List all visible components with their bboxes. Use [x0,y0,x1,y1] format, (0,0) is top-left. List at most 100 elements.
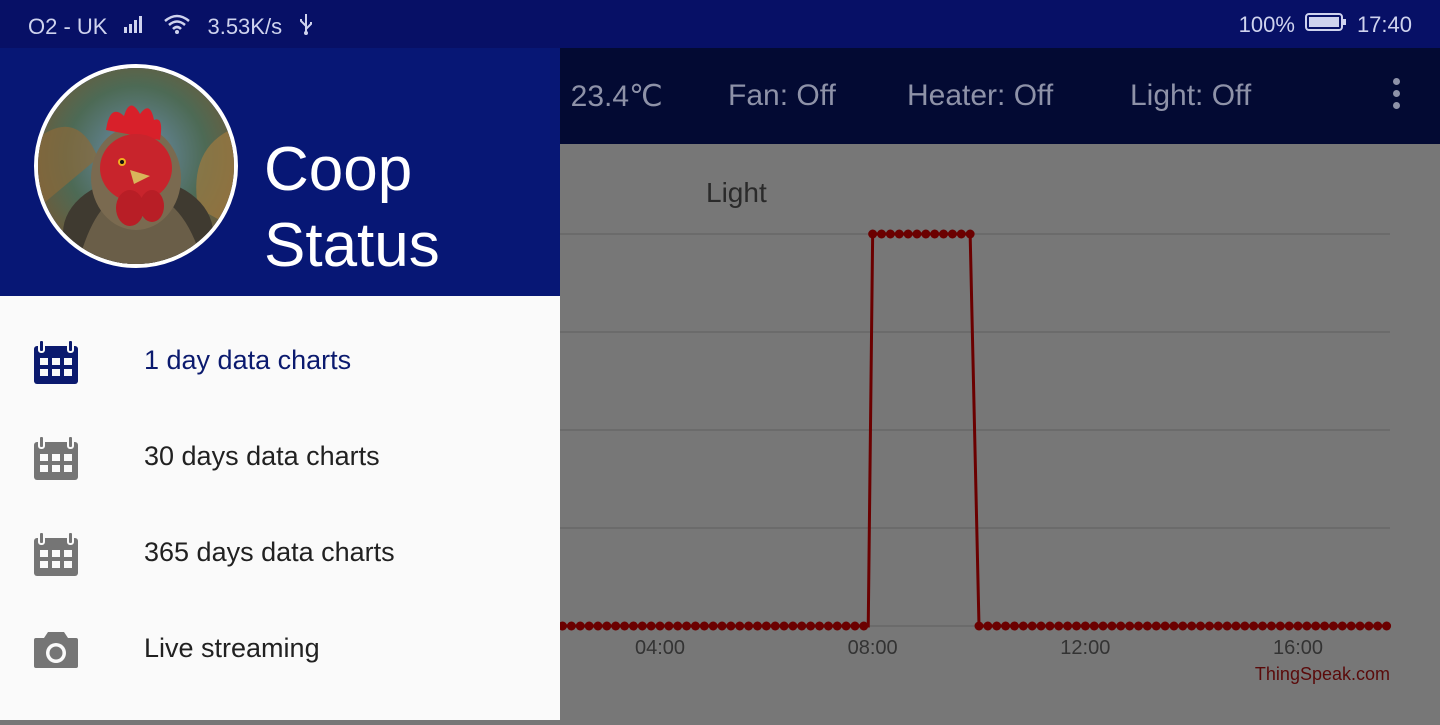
carrier-label: O2 - UK [28,14,108,39]
data-point [859,621,869,631]
data-point [1142,621,1152,631]
data-point [1222,621,1232,631]
data-point [1311,621,1321,631]
data-point [1284,621,1294,631]
data-point [877,229,887,239]
data-point [1125,621,1135,631]
data-point [894,229,904,239]
light-status: Light: Off [1130,79,1252,112]
data-point [620,621,630,631]
data-point [1258,621,1268,631]
menu-item-30-days-charts[interactable]: 30 days data charts [0,410,560,506]
data-point [628,621,638,631]
data-point [1382,621,1392,631]
data-point [885,229,895,239]
data-point [1373,621,1383,631]
data-point [930,229,940,239]
data-point [806,621,816,631]
menu-item-live-streaming[interactable]: Live streaming [0,602,560,698]
data-point [779,621,789,631]
camera-icon [34,632,78,668]
data-point [566,621,576,631]
data-point [1054,621,1064,631]
navigation-drawer: Coop Status 1 day data charts 30 days da… [0,48,560,720]
data-point [1134,621,1143,631]
wifi-icon [163,13,191,41]
data-point [1116,621,1126,631]
data-point [752,621,762,631]
data-point [770,621,780,631]
data-point [1169,621,1179,631]
data-point [655,621,665,631]
data-point [983,621,993,631]
data-point [1009,621,1019,631]
app-title-line1: Coop [264,135,413,204]
menu-item-1-day-charts[interactable]: 1 day data charts [0,314,560,410]
data-point [788,621,798,631]
data-point [832,621,842,631]
data-point [1151,621,1161,631]
data-point [1036,621,1046,631]
data-point [761,621,771,631]
calendar-icon [34,339,78,384]
data-point [744,621,754,631]
data-point [1249,621,1259,631]
calendar-icon [34,531,78,576]
menu-item-label: 30 days data charts [144,441,380,471]
overflow-menu-icon[interactable] [1388,78,1404,118]
status-bar: O2 - UK 3.53K/s 100% 17:40 [0,0,1440,48]
data-point [735,621,745,631]
data-point [850,621,860,631]
app-title-line2: Status [264,211,440,280]
menu-item-365-days-charts[interactable]: 365 days data charts [0,506,560,602]
data-point [841,621,851,631]
data-point [575,621,585,631]
data-point [1320,621,1330,631]
temperature-readout: : 23.4℃ [554,80,663,113]
signal-icon [123,13,147,41]
data-point [1001,621,1011,631]
chicken-photo [38,68,234,264]
x-tick-label: 16:00 [1273,637,1323,659]
data-point [921,229,931,239]
usb-icon [298,12,314,42]
data-point [1328,621,1338,631]
menu-item-label: 1 day data charts [144,345,352,375]
data-point [815,621,824,631]
data-point [708,621,718,631]
data-point [664,621,674,631]
x-tick-label: 04:00 [635,637,685,659]
data-point [726,621,736,631]
data-point [558,621,568,631]
data-point [1302,621,1312,631]
data-point [797,621,807,631]
clock: 17:40 [1356,12,1412,37]
data-point [1266,621,1276,631]
menu-item-label: Live streaming [144,633,320,663]
data-point [912,229,922,239]
data-point [965,229,975,239]
data-point [1346,621,1356,631]
data-point [1293,621,1303,631]
calendar-icon [34,435,78,480]
data-point [1071,621,1081,631]
heater-status: Heater: Off [907,79,1054,112]
data-point [974,621,984,631]
data-point [699,621,709,631]
battery-icon [1304,12,1347,38]
data-point [992,621,1002,631]
data-point [1018,621,1028,631]
data-point [1240,621,1250,631]
x-tick-label: 12:00 [1060,637,1110,659]
data-point [1080,621,1090,631]
data-point [682,621,692,631]
data-point [593,621,603,631]
data-point [611,621,621,631]
chart-title: Light [706,177,767,208]
data-point [1213,621,1223,631]
data-point [1275,621,1285,631]
data-point [903,229,913,239]
data-point [1089,621,1099,631]
network-speed: 3.53K/s [207,14,283,39]
data-point [1364,621,1374,631]
